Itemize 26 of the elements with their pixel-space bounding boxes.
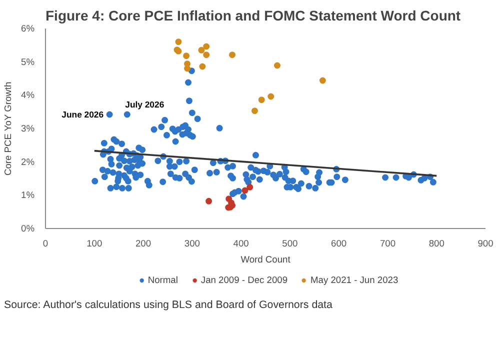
annotation: June 2026 bbox=[62, 110, 104, 120]
x-tick-label: 900 bbox=[478, 238, 494, 248]
y-tick-label: 1% bbox=[21, 190, 34, 200]
x-tick-label: 100 bbox=[86, 238, 102, 248]
source-note: Source: Author's calculations using BLS and Board of Governors data bbox=[4, 298, 332, 313]
y-tick-label: 4% bbox=[21, 90, 34, 100]
x-tick-label: 600 bbox=[331, 238, 347, 248]
y-tick-label: 6% bbox=[21, 24, 34, 34]
annotation: July 2026 bbox=[125, 100, 164, 110]
y-tick-label: 2% bbox=[21, 156, 34, 167]
y-tick-label: 0% bbox=[21, 224, 34, 234]
y-axis-title: Core PCE YoY Growth bbox=[3, 82, 14, 176]
legend-label: May 2021 - Jun 2023 bbox=[310, 275, 398, 285]
legend-label: Jan 2009 - Dec 2009 bbox=[200, 275, 288, 285]
legend-label: Normal bbox=[148, 275, 178, 285]
x-tick-label: 200 bbox=[135, 238, 152, 248]
x-axis-title: Word Count bbox=[240, 254, 291, 264]
x-tick-label: 800 bbox=[428, 238, 444, 248]
chart-title: Figure 4: Core PCE Inflation and FOMC Statement Word Count bbox=[46, 8, 461, 24]
x-tick-label: 300 bbox=[184, 238, 200, 248]
y-tick-label: 3% bbox=[21, 124, 34, 134]
y-tick-label: 5% bbox=[21, 56, 34, 67]
x-tick-label: 0 bbox=[42, 238, 48, 248]
x-tick-label: 400 bbox=[233, 238, 249, 248]
x-tick-label: 700 bbox=[380, 238, 396, 248]
x-tick-label: 500 bbox=[282, 238, 298, 248]
